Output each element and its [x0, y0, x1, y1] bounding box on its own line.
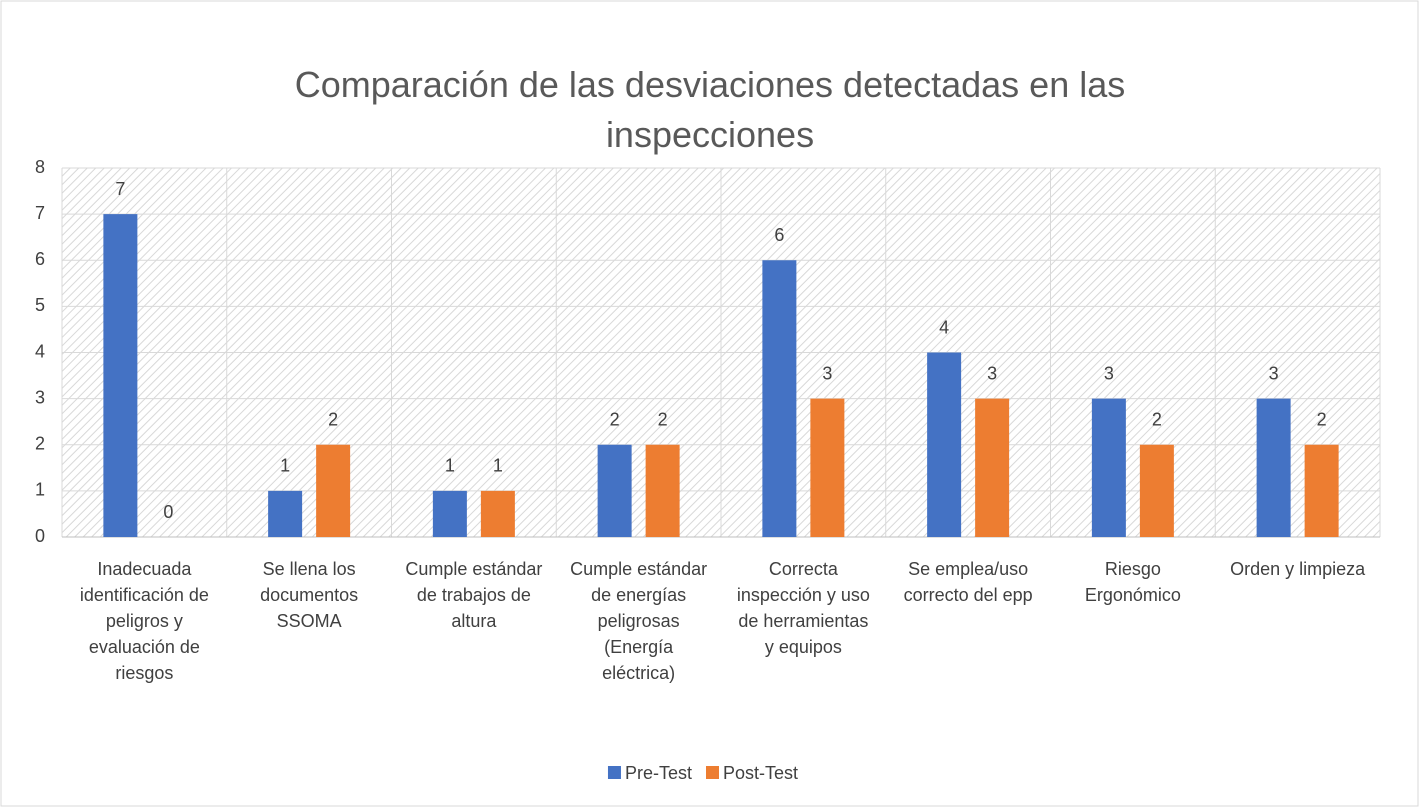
- bar: [597, 444, 632, 537]
- y-tick-label: 3: [35, 387, 45, 407]
- legend-swatch: [607, 766, 621, 779]
- data-label: 1: [445, 456, 455, 476]
- y-tick-label: 8: [35, 157, 45, 177]
- x-tick-label: Inadecuada identificación de peligros y eva…: [80, 559, 209, 683]
- y-tick-label: 6: [35, 249, 45, 269]
- y-tick-label: 1: [35, 480, 45, 500]
- data-label: 1: [280, 456, 290, 476]
- y-tick-label: 4: [35, 341, 45, 361]
- data-label: 3: [1269, 363, 1279, 383]
- x-tick-label: Se llena los documentos SSOMA: [260, 559, 358, 631]
- legend-label: Pre-Test: [625, 763, 692, 783]
- x-tick-label: Riesgo Ergonómico: [1085, 559, 1181, 605]
- data-label: 2: [658, 410, 668, 430]
- data-label: 3: [987, 363, 997, 383]
- bar: [645, 444, 680, 537]
- data-label: 7: [115, 179, 125, 199]
- y-tick-label: 0: [35, 526, 45, 546]
- data-label: 2: [1317, 410, 1327, 430]
- legend-label: Post-Test: [723, 763, 798, 783]
- x-tick-label: Orden y limpieza: [1230, 559, 1366, 579]
- x-tick-label: Cumple estándar de trabajos de altura: [405, 559, 542, 631]
- bar: [1091, 398, 1126, 537]
- legend-swatch: [706, 766, 719, 779]
- x-tick-label: Se emplea/uso correcto del epp: [904, 559, 1033, 605]
- x-tick-label: Cumple estándar de energías peligrosas (Ene…: [570, 559, 707, 683]
- data-label: 3: [822, 363, 832, 383]
- bar: [480, 490, 515, 537]
- y-tick-label: 5: [35, 295, 45, 315]
- data-label: 0: [163, 502, 173, 522]
- x-tick-label: Correcta inspección y uso de herramientas y…: [737, 559, 870, 657]
- bar: [1256, 398, 1291, 537]
- chart-title: Comparación de las desviaciones detectad…: [295, 64, 1126, 155]
- bar: [927, 352, 962, 537]
- bar: [810, 398, 845, 537]
- data-label: 1: [493, 456, 503, 476]
- data-label: 3: [1104, 363, 1114, 383]
- bar: [762, 260, 797, 537]
- y-tick-label: 2: [35, 434, 45, 454]
- y-tick-label: 7: [35, 203, 45, 223]
- data-label: 4: [939, 317, 949, 337]
- data-label: 2: [328, 410, 338, 430]
- bar: [1139, 444, 1174, 537]
- data-label: 2: [1152, 410, 1162, 430]
- legend: Pre-Test Post-Test: [607, 763, 798, 783]
- bar: [316, 444, 351, 537]
- bar: [1304, 444, 1339, 537]
- data-label: 6: [774, 225, 784, 245]
- bar: [975, 398, 1010, 537]
- data-label: 2: [610, 410, 620, 430]
- bar: [268, 490, 303, 537]
- bar: [432, 490, 467, 537]
- bar: [103, 214, 138, 537]
